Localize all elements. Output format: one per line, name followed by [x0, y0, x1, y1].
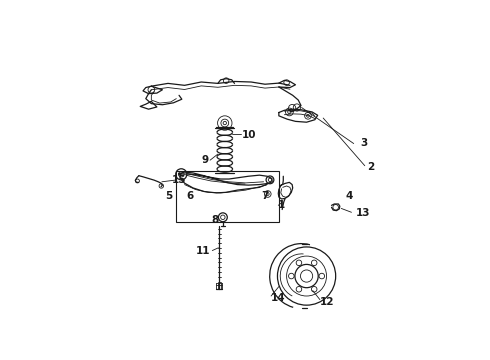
Text: 9: 9 [202, 155, 209, 165]
Text: 15: 15 [172, 175, 187, 185]
Text: 14: 14 [270, 293, 285, 303]
Text: 10: 10 [242, 130, 256, 140]
Text: 7: 7 [261, 191, 268, 201]
Text: 4: 4 [345, 191, 353, 201]
Text: 8: 8 [211, 215, 218, 225]
Text: 1: 1 [278, 201, 286, 210]
Text: 5: 5 [165, 191, 172, 201]
Text: 13: 13 [356, 208, 370, 218]
Text: 6: 6 [187, 191, 194, 201]
Text: 3: 3 [361, 138, 368, 148]
Text: 2: 2 [368, 162, 375, 172]
Bar [176, 171, 279, 222]
Text: 11: 11 [196, 246, 210, 256]
Text: 12: 12 [320, 297, 334, 307]
